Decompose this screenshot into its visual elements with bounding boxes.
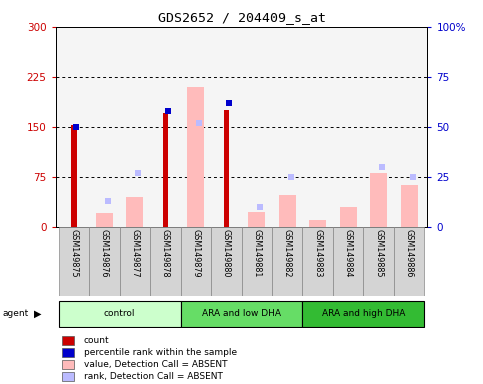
- Bar: [163, 113, 168, 227]
- Text: GSM149878: GSM149878: [161, 229, 170, 278]
- Bar: [248, 212, 265, 227]
- Text: ARA and low DHA: ARA and low DHA: [202, 309, 281, 318]
- Bar: [181, 301, 302, 327]
- Text: GSM149880: GSM149880: [222, 229, 231, 278]
- Title: GDS2652 / 204409_s_at: GDS2652 / 204409_s_at: [157, 11, 326, 24]
- Bar: [224, 110, 229, 227]
- Text: agent: agent: [2, 309, 28, 318]
- Bar: [61, 372, 74, 381]
- Text: GSM149885: GSM149885: [374, 229, 383, 278]
- Bar: [279, 195, 296, 227]
- Text: ARA and high DHA: ARA and high DHA: [322, 309, 405, 318]
- Text: count: count: [84, 336, 110, 345]
- Text: GSM149875: GSM149875: [70, 229, 78, 278]
- Text: GSM149879: GSM149879: [191, 229, 200, 278]
- Bar: [187, 87, 204, 227]
- Bar: [61, 336, 74, 345]
- Bar: [340, 207, 356, 227]
- Text: GSM149884: GSM149884: [344, 229, 353, 278]
- Bar: [302, 227, 333, 296]
- Text: GSM149883: GSM149883: [313, 229, 322, 278]
- Text: ▶: ▶: [34, 308, 42, 318]
- Text: rank, Detection Call = ABSENT: rank, Detection Call = ABSENT: [84, 372, 223, 381]
- Bar: [211, 227, 242, 296]
- Bar: [333, 227, 363, 296]
- Bar: [61, 360, 74, 369]
- Text: GSM149886: GSM149886: [405, 229, 413, 278]
- Bar: [58, 227, 89, 296]
- Bar: [120, 227, 150, 296]
- Bar: [370, 173, 387, 227]
- Bar: [363, 227, 394, 296]
- Bar: [96, 213, 113, 227]
- Bar: [302, 301, 425, 327]
- Bar: [401, 185, 417, 227]
- Bar: [309, 220, 326, 227]
- Bar: [58, 301, 181, 327]
- Text: GSM149877: GSM149877: [130, 229, 139, 278]
- Bar: [89, 227, 120, 296]
- Text: value, Detection Call = ABSENT: value, Detection Call = ABSENT: [84, 360, 227, 369]
- Text: GSM149881: GSM149881: [252, 229, 261, 278]
- Bar: [181, 227, 211, 296]
- Bar: [150, 227, 181, 296]
- Text: GSM149882: GSM149882: [283, 229, 292, 278]
- Bar: [394, 227, 425, 296]
- Text: percentile rank within the sample: percentile rank within the sample: [84, 348, 237, 357]
- Text: control: control: [104, 309, 135, 318]
- Bar: [71, 126, 77, 227]
- Bar: [242, 227, 272, 296]
- Bar: [61, 348, 74, 357]
- Text: GSM149876: GSM149876: [100, 229, 109, 278]
- Bar: [272, 227, 302, 296]
- Bar: [127, 197, 143, 227]
